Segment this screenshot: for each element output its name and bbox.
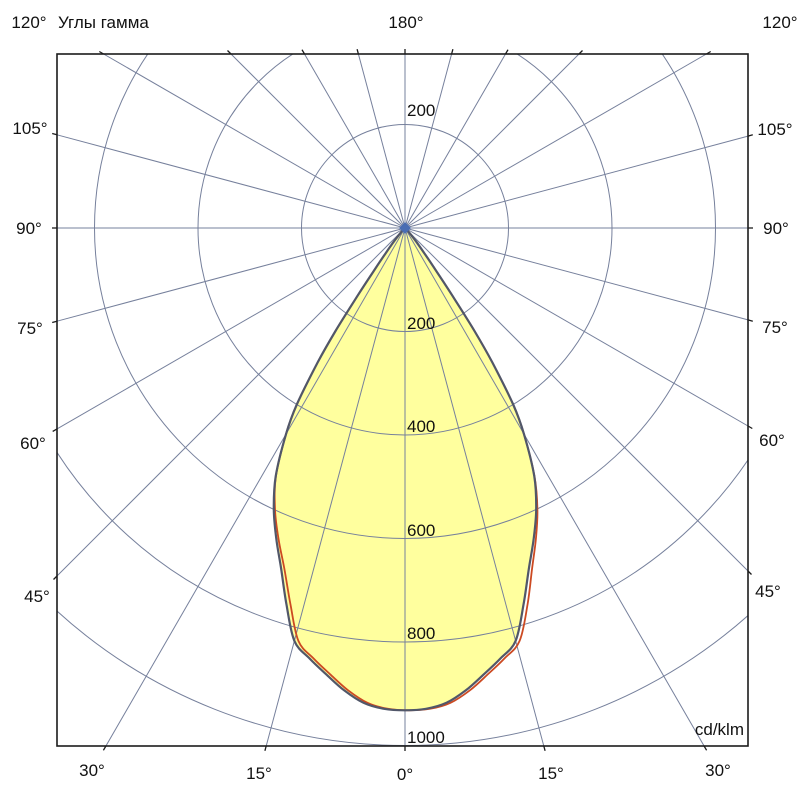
gamma-ray [56,227,406,430]
gamma-label-top-center: 180° [388,13,423,32]
ring-label-above-200: 200 [407,101,435,120]
photometric-center-marker [399,222,411,234]
frame-rect [56,53,749,747]
gamma-ray [56,227,406,322]
gamma-label-right-45: 45° [755,582,781,601]
ring-label-600: 600 [407,521,435,540]
gamma-label-bottom-0: 30° [79,761,105,780]
ring-label-800: 800 [407,624,435,643]
corner-labels: 120° Углы гамма 180° 120° cd/klm [11,13,797,739]
gamma-label-right-75: 75° [762,318,788,337]
gamma-ray [404,227,749,572]
plot-frame [56,53,749,747]
gamma-ray [404,53,707,229]
gamma-ray [56,227,406,577]
gamma-label-bottom-2: 0° [397,765,413,784]
gamma-label-top-right: 120° [762,13,797,32]
gamma-ray [357,53,406,229]
diagram-title: Углы гамма [58,13,149,32]
gamma-label-top-left: 120° [11,13,46,32]
gamma-ray [230,53,406,229]
gamma-ray [103,53,406,229]
curve-c0-c180 [272,227,538,712]
gamma-ray [56,134,406,229]
gamma-ray [404,227,545,747]
gamma-ray [404,53,506,229]
gamma-ray [105,227,406,747]
gamma-ray [404,227,705,747]
gamma-label-left-75: 75° [17,319,43,338]
gamma-ray [404,53,453,229]
gamma-label-left-45: 45° [24,587,50,606]
gamma-label-left-90: 90° [16,219,42,238]
gamma-ray [404,227,749,427]
gamma-ray [304,53,406,229]
axis-labels: 105° 90° 75° 60° 45° 105° 90° 75° 60° 45° 30° 15° 0°… [12,101,792,784]
ring-label-200: 200 [407,314,435,333]
gamma-ray [404,135,749,229]
unit-label: cd/klm [695,720,744,739]
gamma-label-bottom-3: 15° [538,764,564,783]
gamma-label-bottom-1: 15° [246,764,272,783]
gamma-label-right-60: 60° [759,431,785,450]
gamma-label-left-105: 105° [12,119,47,138]
gamma-label-right-105: 105° [757,120,792,139]
gamma-ray [265,227,406,747]
gamma-label-bottom-4: 30° [705,761,731,780]
gamma-ray [404,227,749,321]
gamma-label-left-60: 60° [20,434,46,453]
intensity-curves [272,222,539,712]
ring-label-1000: 1000 [407,728,445,747]
ring-label-400: 400 [407,417,435,436]
gamma-label-right-90: 90° [763,219,789,238]
gamma-ray [404,53,580,229]
